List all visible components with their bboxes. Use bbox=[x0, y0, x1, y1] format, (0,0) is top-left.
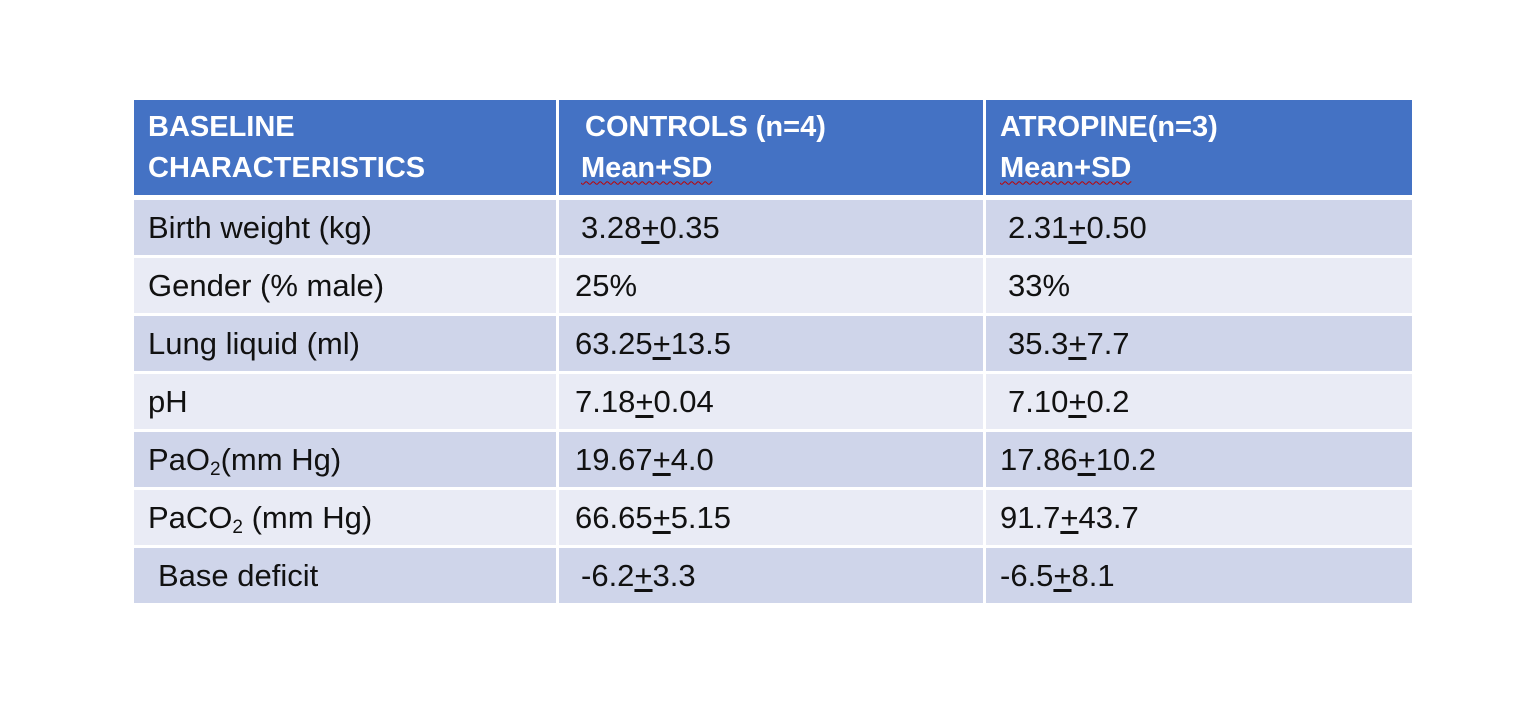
controls-value: 66.65+5.15 bbox=[559, 490, 986, 548]
atropine-value: -6.5+8.1 bbox=[986, 548, 1412, 606]
row-label: PaO2(mm Hg) bbox=[134, 432, 559, 490]
header-line: BASELINE bbox=[148, 110, 295, 143]
atropine-value: 17.86+10.2 bbox=[986, 432, 1412, 490]
row-label: PaCO2 (mm Hg) bbox=[134, 490, 559, 548]
table-row: PaO2(mm Hg) 19.67+4.0 17.86+10.2 bbox=[134, 432, 1412, 490]
header-line: ATROPINE(n=3) bbox=[1000, 110, 1218, 143]
mean-sd-label: Mean+SD bbox=[581, 151, 713, 184]
controls-value: -6.2+3.3 bbox=[559, 548, 986, 606]
header-subline: Mean+SD bbox=[1000, 148, 1412, 189]
table-header: BASELINE CHARACTERISTICS CONTROLS (n=4) … bbox=[134, 100, 1412, 200]
baseline-characteristics-table: BASELINE CHARACTERISTICS CONTROLS (n=4) … bbox=[134, 100, 1412, 606]
header-line: CHARACTERISTICS bbox=[148, 151, 426, 184]
table-row: Gender (% male) 25% 33% bbox=[134, 258, 1412, 316]
mean-sd-label: Mean+SD bbox=[1000, 151, 1132, 184]
table-row: PaCO2 (mm Hg) 66.65+5.15 91.7+43.7 bbox=[134, 490, 1412, 548]
header-line: CONTROLS (n=4) bbox=[585, 110, 826, 143]
atropine-value: 33% bbox=[986, 258, 1412, 316]
controls-value: 7.18+0.04 bbox=[559, 374, 986, 432]
header-controls: CONTROLS (n=4) Mean+SD bbox=[559, 100, 986, 200]
header-subline: Mean+SD bbox=[581, 148, 983, 189]
table-row: Lung liquid (ml) 63.25+13.5 35.3+7.7 bbox=[134, 316, 1412, 374]
table-row: pH 7.18+0.04 7.10+0.2 bbox=[134, 374, 1412, 432]
header-baseline-characteristics: BASELINE CHARACTERISTICS bbox=[134, 100, 559, 200]
atropine-value: 35.3+7.7 bbox=[986, 316, 1412, 374]
header-atropine: ATROPINE(n=3) Mean+SD bbox=[986, 100, 1412, 200]
header-row: BASELINE CHARACTERISTICS CONTROLS (n=4) … bbox=[134, 100, 1412, 200]
table-body: Birth weight (kg) 3.28+0.35 2.31+0.50 Ge… bbox=[134, 200, 1412, 606]
row-label: Birth weight (kg) bbox=[134, 200, 559, 258]
atropine-value: 2.31+0.50 bbox=[986, 200, 1412, 258]
row-label: Base deficit bbox=[134, 548, 559, 606]
table-row: Base deficit -6.2+3.3 -6.5+8.1 bbox=[134, 548, 1412, 606]
controls-value: 25% bbox=[559, 258, 986, 316]
row-label: pH bbox=[134, 374, 559, 432]
table-row: Birth weight (kg) 3.28+0.35 2.31+0.50 bbox=[134, 200, 1412, 258]
controls-value: 63.25+13.5 bbox=[559, 316, 986, 374]
row-label: Lung liquid (ml) bbox=[134, 316, 559, 374]
atropine-value: 91.7+43.7 bbox=[986, 490, 1412, 548]
row-label: Gender (% male) bbox=[134, 258, 559, 316]
atropine-value: 7.10+0.2 bbox=[986, 374, 1412, 432]
controls-value: 3.28+0.35 bbox=[559, 200, 986, 258]
controls-value: 19.67+4.0 bbox=[559, 432, 986, 490]
